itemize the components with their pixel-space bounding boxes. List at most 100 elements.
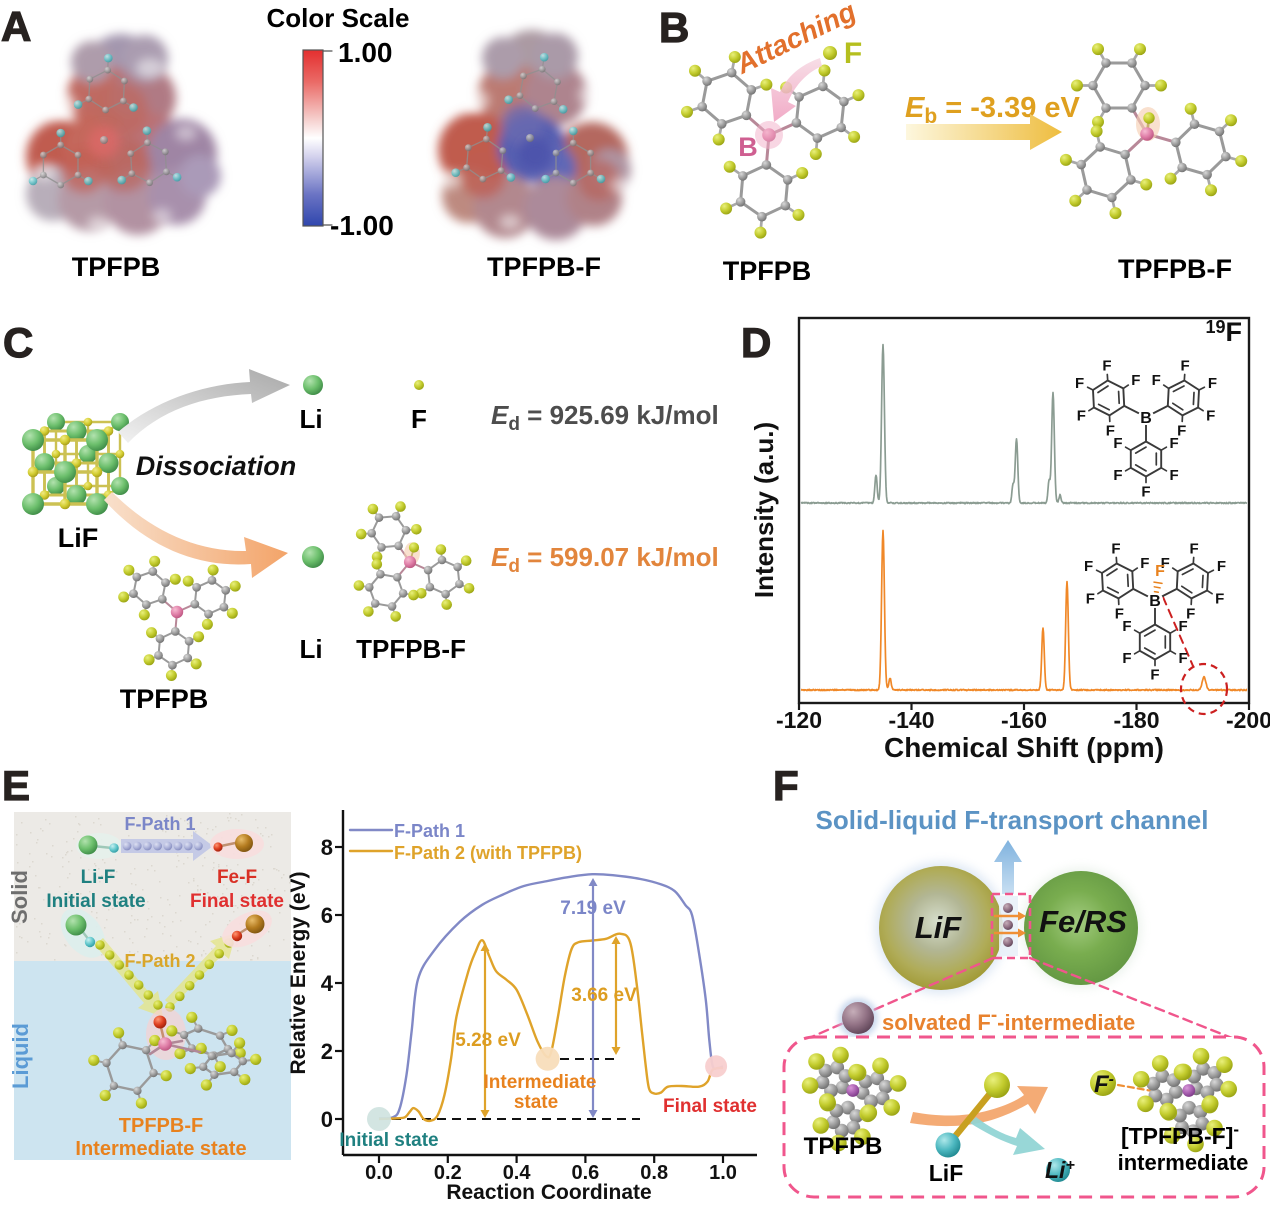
svg-text:6: 6 [321, 903, 333, 928]
svg-text:F: F [1113, 435, 1122, 452]
svg-text:Liquid: Liquid [8, 1023, 33, 1089]
svg-text:F: F [1122, 650, 1131, 667]
svg-text:F: F [1102, 358, 1111, 375]
svg-text:F-Path 2 (with TPFPB): F-Path 2 (with TPFPB) [394, 843, 582, 863]
svg-text:F-Path 2: F-Path 2 [124, 951, 195, 971]
svg-text:F: F [1113, 467, 1122, 484]
svg-text:-1.00: -1.00 [330, 210, 394, 241]
svg-text:F: F [1186, 605, 1195, 622]
svg-text:TPFPB: TPFPB [723, 256, 812, 286]
svg-text:Li: Li [299, 404, 322, 434]
svg-text:TPFPB-F: TPFPB-F [1118, 254, 1232, 284]
svg-text:F: F [1206, 408, 1215, 425]
svg-text:F: F [411, 404, 427, 434]
svg-text:B: B [1140, 410, 1152, 427]
svg-text:Dissociation: Dissociation [136, 451, 297, 481]
svg-text:0.0: 0.0 [365, 1162, 393, 1184]
svg-text:F-Path 1: F-Path 1 [124, 814, 195, 834]
svg-text:2: 2 [321, 1039, 333, 1064]
svg-text:F: F [1115, 605, 1124, 622]
svg-text:TPFPB: TPFPB [72, 252, 161, 282]
svg-text:Initial state: Initial state [46, 891, 145, 912]
svg-text:F: F [1150, 667, 1159, 684]
svg-text:F: F [1075, 375, 1084, 392]
svg-text:-120: -120 [776, 707, 822, 733]
svg-text:F: F [773, 762, 799, 809]
svg-text:Chemical Shift (ppm): Chemical Shift (ppm) [884, 732, 1164, 763]
svg-text:7.19 eV: 7.19 eV [560, 898, 626, 919]
svg-text:Reaction Coordinate: Reaction Coordinate [446, 1181, 651, 1204]
svg-text:F: F [1084, 558, 1093, 575]
svg-text:Li-F: Li-F [81, 867, 116, 888]
svg-text:F: F [1131, 372, 1140, 389]
svg-text:F: F [1190, 541, 1199, 558]
svg-text:B: B [738, 132, 758, 162]
svg-text:TPFPB-F: TPFPB-F [119, 1115, 203, 1137]
svg-text:3.66 eV: 3.66 eV [571, 985, 637, 1006]
svg-text:TPFPB-F: TPFPB-F [487, 252, 601, 282]
svg-text:F-Path 1: F-Path 1 [394, 821, 465, 841]
svg-text:8: 8 [321, 835, 333, 860]
svg-text:F: F [1077, 408, 1086, 425]
svg-text:F: F [1215, 591, 1224, 608]
svg-text:F: F [1086, 591, 1095, 608]
svg-text:Li: Li [299, 634, 322, 664]
svg-text:Intermediate: Intermediate [484, 1072, 597, 1093]
svg-text:Solid-liquid F-transport chann: Solid-liquid F-transport channel [816, 805, 1209, 835]
svg-text:F: F [1170, 467, 1179, 484]
svg-text:F: F [1161, 555, 1170, 572]
svg-text:0.6: 0.6 [571, 1162, 599, 1184]
svg-text:[TPFPB-F]-: [TPFPB-F]- [1121, 1120, 1239, 1149]
svg-text:F: F [1208, 375, 1217, 392]
svg-text:19F: 19F [1205, 317, 1242, 347]
svg-text:LiF: LiF [58, 523, 99, 553]
svg-text:Ed = 925.69 kJ/mol: Ed = 925.69 kJ/mol [491, 400, 719, 435]
svg-text:-180: -180 [1113, 707, 1159, 733]
svg-text:B: B [1149, 593, 1161, 610]
svg-text:-200: -200 [1226, 707, 1270, 733]
svg-text:LiF: LiF [929, 1160, 964, 1186]
svg-text:0.4: 0.4 [503, 1162, 532, 1184]
svg-text:0: 0 [321, 1107, 333, 1132]
svg-text:B: B [659, 4, 689, 51]
svg-text:Relative Energy (eV): Relative Energy (eV) [287, 871, 310, 1074]
svg-text:LiF: LiF [915, 910, 963, 945]
svg-text:TPFPB: TPFPB [804, 1133, 883, 1160]
svg-text:E: E [2, 762, 30, 809]
svg-text:A: A [1, 3, 31, 50]
svg-text:Solid: Solid [7, 870, 32, 924]
svg-text:TPFPB: TPFPB [120, 684, 209, 714]
svg-text:F: F [1122, 618, 1131, 635]
svg-text:F: F [1106, 422, 1115, 439]
svg-text:Initial state: Initial state [339, 1130, 438, 1151]
svg-text:F: F [1155, 563, 1165, 580]
svg-text:TPFPB-F: TPFPB-F [356, 634, 466, 664]
svg-text:intermediate: intermediate [1118, 1150, 1249, 1175]
svg-text:5.28 eV: 5.28 eV [455, 1030, 521, 1051]
svg-text:Fe/RS: Fe/RS [1039, 904, 1127, 939]
svg-text:Intensity (a.u.): Intensity (a.u.) [749, 422, 779, 598]
svg-text:state: state [514, 1092, 558, 1113]
svg-text:solvated F--intermediate: solvated F--intermediate [882, 1005, 1135, 1035]
svg-text:F: F [1179, 650, 1188, 667]
svg-text:Color Scale: Color Scale [266, 3, 409, 33]
svg-text:Ed = 599.07 kJ/mol: Ed = 599.07 kJ/mol [491, 542, 719, 577]
svg-text:1.0: 1.0 [709, 1162, 737, 1184]
svg-text:-160: -160 [1001, 707, 1047, 733]
svg-text:F: F [1179, 618, 1188, 635]
svg-text:4: 4 [321, 971, 334, 996]
svg-text:F: F [1111, 541, 1120, 558]
svg-text:Fe-F: Fe-F [217, 867, 257, 888]
svg-text:0.2: 0.2 [434, 1162, 462, 1184]
svg-text:F: F [1217, 558, 1226, 575]
svg-text:0.8: 0.8 [640, 1162, 668, 1184]
svg-text:C: C [3, 319, 33, 366]
svg-text:F: F [1177, 422, 1186, 439]
svg-text:Eb = -3.39 eV: Eb = -3.39 eV [905, 92, 1081, 128]
svg-text:Final state: Final state [190, 891, 284, 912]
svg-text:F: F [1170, 435, 1179, 452]
svg-text:F: F [1140, 555, 1149, 572]
svg-text:D: D [741, 319, 771, 366]
svg-text:F: F [844, 37, 862, 70]
svg-text:Final state: Final state [663, 1096, 757, 1117]
